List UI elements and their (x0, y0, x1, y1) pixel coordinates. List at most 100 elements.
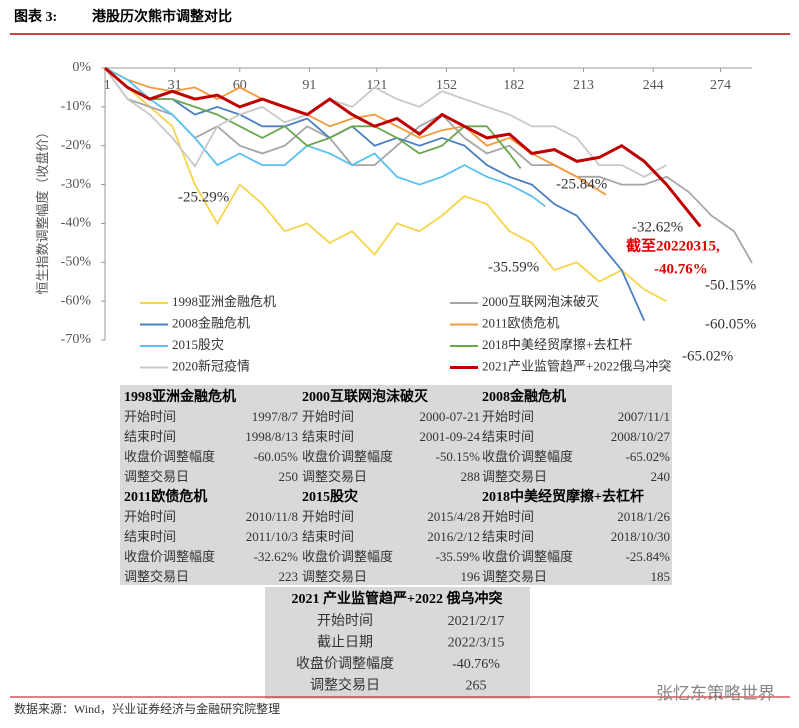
legend-label: 2008金融危机 (172, 315, 250, 330)
legend-label: 2000互联网泡沫破灭 (482, 294, 599, 309)
table-cell-value: 1997/8/7 (252, 409, 299, 424)
legend-label: 2020新冠疫情 (172, 358, 250, 373)
table-cell-label: 调整交易日 (302, 569, 367, 584)
table-cell-value: -50.15% (436, 449, 481, 464)
series-line (104, 67, 646, 321)
table-cell-value: 2018/1/26 (617, 509, 670, 524)
annotation: -40.76% (654, 261, 708, 277)
figure-label: 图表 3: (14, 8, 57, 25)
annotation: -25.29% (178, 189, 229, 205)
table-cell-value: 196 (461, 569, 481, 584)
x-tick-label: 274 (710, 78, 731, 93)
table-cell-label: 收盘价调整幅度 (302, 449, 393, 464)
series-line (104, 67, 668, 178)
annotation: -50.15% (705, 277, 756, 293)
table-cell-label: 收盘价调整幅度 (482, 449, 573, 464)
table-cell-value: 2011/10/3 (246, 529, 298, 544)
table-cell-label: 收盘价调整幅度 (302, 549, 393, 564)
y-tick-label: -50% (61, 255, 92, 270)
x-tick-label: 60 (233, 78, 247, 93)
source: 数据来源：Wind，兴业证券经济与金融研究院整理 (14, 701, 280, 716)
table-title: 2000互联网泡沫破灭 (302, 388, 429, 405)
table-title: 2008金融危机 (482, 388, 566, 405)
annotation: -32.62% (632, 219, 683, 235)
table-cell-value: 240 (651, 469, 671, 484)
table-cell-value: 2015/4/28 (427, 509, 480, 524)
table-cell-label: 调整交易日 (482, 469, 547, 484)
table-cell-value: 2021/2/17 (448, 614, 505, 629)
series-line (104, 67, 546, 208)
legend-label: 2021产业监管趋严+2022俄乌冲突 (482, 358, 671, 373)
series-line (104, 67, 522, 169)
table-cell-value: -25.84% (626, 549, 671, 564)
table-cell-label: 调整交易日 (310, 677, 380, 694)
watermark: 张忆东策略世界 (656, 684, 775, 703)
table-title: 2015股灾 (302, 488, 359, 505)
table-cell-label: 开始时间 (124, 409, 176, 424)
table-cell-value: 2001-09-24 (419, 429, 480, 444)
annotation: -25.84% (556, 176, 607, 192)
table-panel (120, 385, 672, 585)
table-cell-label: 开始时间 (482, 509, 534, 524)
table-cell-label: 结束时间 (124, 529, 176, 544)
table-cell-value: 250 (279, 469, 299, 484)
table-cell-value: 2007/11/1 (618, 409, 670, 424)
figure-title: 港股历次熊市调整对比 (92, 8, 232, 25)
table-cell-label: 结束时间 (482, 429, 534, 444)
table-cell-label: 开始时间 (124, 509, 176, 524)
x-tick-label: 1 (104, 78, 111, 93)
table-cell-label: 截止日期 (317, 635, 373, 651)
annotation: -35.59% (488, 259, 539, 275)
table-cell-value: 265 (466, 679, 487, 694)
table-title: 2011欧债危机 (124, 488, 207, 505)
table-cell-value: -40.76% (452, 657, 500, 672)
annotation: -65.02% (682, 348, 733, 364)
table-cell-value: 2018/10/30 (611, 529, 670, 544)
y-tick-label: -70% (61, 332, 92, 347)
table-cell-label: 调整交易日 (302, 469, 367, 484)
table-title: 1998亚洲金融危机 (124, 388, 236, 405)
table-cell-label: 收盘价调整幅度 (296, 655, 394, 672)
annotation: 截至20220315, (626, 236, 720, 254)
table-cell-value: 2000-07-21 (419, 409, 480, 424)
table-cell-value: 223 (279, 569, 299, 584)
table-cell-label: 调整交易日 (124, 469, 189, 484)
y-tick-label: -40% (61, 216, 92, 231)
series-line (104, 66, 702, 228)
x-tick-label: 182 (503, 78, 524, 93)
table-cell-label: 调整交易日 (124, 569, 189, 584)
table-cell-value: -32.62% (254, 549, 299, 564)
table-cell-label: 收盘价调整幅度 (124, 449, 215, 464)
table-cell-label: 开始时间 (302, 409, 354, 424)
series-line (104, 67, 668, 303)
annotation: -60.05% (705, 316, 756, 332)
table-cell-value: 2022/3/15 (448, 636, 505, 651)
series-line (104, 67, 753, 264)
table-title: 2018中美经贸摩擦+去杠杆 (482, 488, 644, 505)
table-cell-label: 收盘价调整幅度 (482, 549, 573, 564)
table-panel-2021 (265, 587, 530, 699)
table-cell-value: -65.02% (626, 449, 671, 464)
y-tick-label: -30% (61, 177, 92, 192)
x-tick-label: 152 (436, 78, 457, 93)
table-cell-value: 1998/8/13 (245, 429, 298, 444)
table-cell-value: 2008/10/27 (611, 429, 671, 444)
table-cell-label: 开始时间 (482, 409, 534, 424)
table-cell-label: 调整交易日 (482, 569, 547, 584)
table-cell-label: 结束时间 (302, 429, 354, 444)
y-tick-label: 0% (72, 60, 91, 75)
legend-label: 1998亚洲金融危机 (172, 294, 276, 309)
y-tick-label: -10% (61, 99, 92, 114)
y-axis-label: 恒生指数调整幅度（收盘价） (35, 125, 50, 294)
table-cell-label: 收盘价调整幅度 (124, 549, 215, 564)
table-title: 2021 产业监管趋严+2022 俄乌冲突 (292, 590, 503, 607)
series-line (104, 67, 607, 196)
table-cell-label: 结束时间 (124, 429, 176, 444)
table-cell-label: 开始时间 (302, 509, 354, 524)
table-cell-label: 开始时间 (317, 613, 373, 629)
table-cell-value: 2010/11/8 (246, 509, 298, 524)
legend-label: 2018中美经贸摩擦+去杠杆 (482, 337, 632, 352)
y-tick-label: -60% (61, 293, 92, 308)
table-cell-value: -60.05% (254, 449, 299, 464)
